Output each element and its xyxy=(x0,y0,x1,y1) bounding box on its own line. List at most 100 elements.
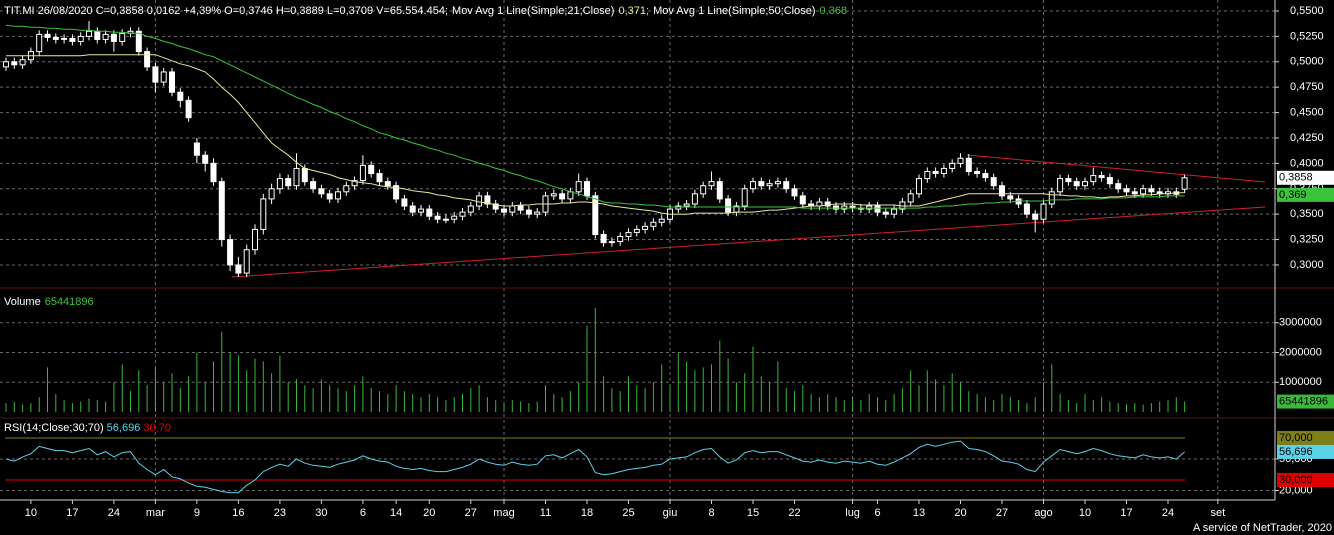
candle-body xyxy=(185,99,192,119)
candle-body xyxy=(476,195,483,207)
candle-body xyxy=(916,178,922,195)
candle-body xyxy=(741,188,748,207)
candle-body xyxy=(824,201,831,207)
candle-body xyxy=(401,198,408,207)
candle-body xyxy=(1181,177,1188,190)
candle-body xyxy=(451,215,458,220)
candle-body xyxy=(86,30,92,37)
candle-body xyxy=(384,181,391,187)
y-tick-label: 0,4250 xyxy=(1290,132,1324,144)
candle-body xyxy=(783,181,790,190)
candle-body xyxy=(260,198,267,230)
candle-body xyxy=(135,30,142,53)
candle-body xyxy=(293,167,300,187)
candle-body xyxy=(359,164,366,182)
y-tick-label: 0,3500 xyxy=(1290,208,1324,220)
candle-body xyxy=(69,37,76,42)
candle-body xyxy=(343,185,350,193)
candle-body xyxy=(1057,178,1064,193)
moving-average xyxy=(5,24,1185,209)
candle-body xyxy=(799,195,806,205)
candle-body xyxy=(658,218,665,223)
candle-body xyxy=(193,142,200,156)
volume-header: Volume 65441896 xyxy=(4,296,94,308)
candle-body xyxy=(683,203,690,207)
candle-body xyxy=(110,33,117,42)
candle-body xyxy=(376,173,383,183)
candle-body xyxy=(584,181,590,197)
candle-body xyxy=(642,225,649,230)
candle-body xyxy=(44,33,51,38)
candle-body xyxy=(1023,203,1030,215)
candle-body xyxy=(276,178,283,190)
candle-body xyxy=(218,181,225,241)
value-box-label: 0,369 xyxy=(1279,189,1307,201)
y-tick-label: 0,5500 xyxy=(1290,5,1324,17)
y-tick-label: 0,5250 xyxy=(1290,30,1324,42)
candle-body xyxy=(1115,183,1122,190)
footer: A service of NetTrader, 2020 xyxy=(1193,522,1332,534)
x-tick-label: 30 xyxy=(315,507,327,519)
candle-body xyxy=(550,193,557,197)
candle-body xyxy=(52,36,59,40)
candle-body xyxy=(119,32,126,42)
candle-body xyxy=(11,61,18,66)
x-tick-label: 10 xyxy=(25,507,37,519)
candle-body xyxy=(1098,175,1105,179)
candle-body xyxy=(61,37,68,40)
candle-body xyxy=(102,33,109,40)
rsi-levels: 30,70 xyxy=(143,422,171,434)
y-tick-label: 0,4500 xyxy=(1290,106,1324,118)
x-tick-label: 25 xyxy=(622,507,634,519)
candle-body xyxy=(791,188,798,197)
candle-body xyxy=(891,208,898,215)
candle-body xyxy=(999,185,1005,197)
candle-body xyxy=(1007,195,1014,200)
candle-body xyxy=(227,239,234,266)
candle-body xyxy=(874,205,881,213)
y-tick-label: 0,4000 xyxy=(1290,157,1324,169)
candle-body xyxy=(418,208,424,213)
candle-body xyxy=(608,241,615,244)
candle-body xyxy=(758,181,765,187)
x-tick-label: 23 xyxy=(274,507,286,519)
candle-body xyxy=(841,205,848,210)
candle-body xyxy=(94,30,101,40)
legend-ma50: Mov Avg 1 Line(Simple;50;Close) xyxy=(653,5,815,17)
candle-body xyxy=(19,59,26,66)
candle-body xyxy=(285,178,292,187)
candle-body xyxy=(716,181,723,200)
y-tick-label: 0,3250 xyxy=(1290,233,1324,245)
candle-body xyxy=(924,170,931,180)
candle-body xyxy=(326,193,333,200)
x-tick-label: 8 xyxy=(708,507,714,519)
candle-body xyxy=(525,209,532,215)
y-tick-label: 2000000 xyxy=(1279,346,1322,358)
candle-body xyxy=(774,181,781,185)
candle-body xyxy=(940,167,947,175)
candle-body xyxy=(235,264,242,274)
x-tick-label: 10 xyxy=(1079,507,1091,519)
candle-body xyxy=(160,71,167,83)
candle-body xyxy=(152,66,159,83)
trendline-resistance xyxy=(966,154,1266,183)
rsi-title: RSI(14;Close;30;70) xyxy=(4,422,104,434)
grid-layer xyxy=(0,0,1279,500)
candle-body xyxy=(1106,177,1113,185)
rsi-readout: 56,696 xyxy=(107,422,141,434)
moving-average xyxy=(6,54,1185,215)
value-box-label: 70,000 xyxy=(1279,432,1313,444)
candle-body xyxy=(177,91,184,101)
candle-body xyxy=(77,35,84,42)
candle-body xyxy=(1065,178,1072,183)
candle-body xyxy=(766,183,773,187)
x-tick-label: lug xyxy=(845,507,860,519)
candle-body xyxy=(268,188,275,200)
candle-body xyxy=(517,205,524,211)
candle-body xyxy=(691,193,698,205)
candle-body xyxy=(708,181,715,187)
candle-body xyxy=(1131,191,1138,195)
candle-body xyxy=(932,170,939,175)
